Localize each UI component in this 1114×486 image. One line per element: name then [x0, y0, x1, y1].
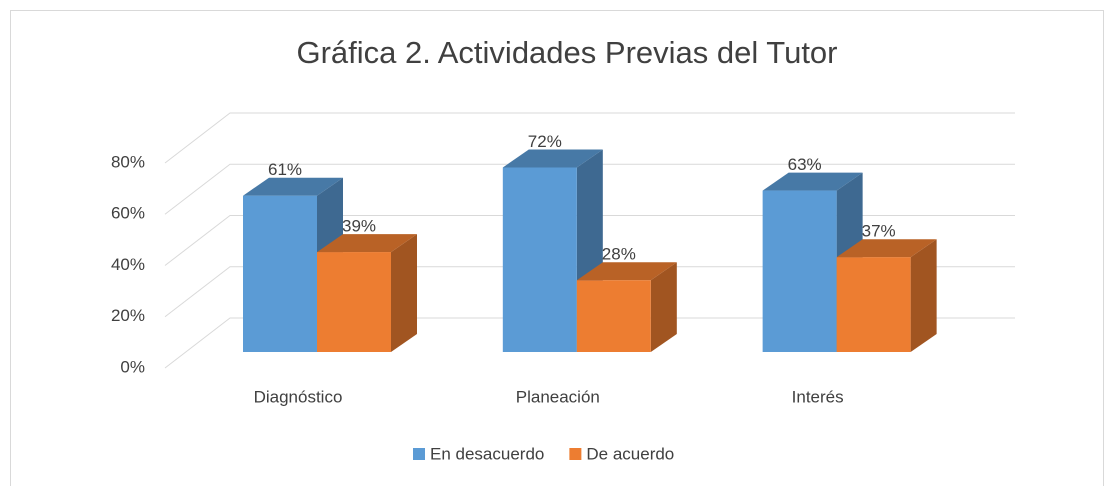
- y-tick-label: 60%: [111, 204, 145, 223]
- data-label: 39%: [342, 217, 376, 236]
- bar-top: [762, 172, 863, 191]
- bar: [576, 280, 651, 352]
- bar-top: [502, 149, 603, 168]
- bar-top: [317, 234, 417, 253]
- y-tick-label: 0%: [120, 357, 145, 376]
- data-label: 28%: [602, 245, 636, 264]
- x-tick-label: Planeación: [516, 387, 600, 406]
- data-label: 61%: [268, 160, 302, 179]
- x-tick-label: Diagnóstico: [254, 387, 343, 406]
- bar-top: [576, 262, 677, 281]
- chart-title: Gráfica 2. Actividades Previas del Tutor: [296, 35, 837, 70]
- data-label: 37%: [862, 222, 896, 241]
- grid-line: [164, 112, 1015, 164]
- grid-line: [164, 266, 1015, 318]
- bar: [243, 195, 317, 352]
- bar: [317, 252, 391, 352]
- bar: [836, 257, 911, 352]
- legend-swatch: [413, 448, 425, 460]
- bar-side: [910, 239, 937, 352]
- legend-label: De acuerdo: [586, 444, 674, 463]
- bar: [762, 190, 837, 352]
- bar-side: [391, 234, 417, 352]
- data-label: 63%: [788, 155, 822, 174]
- bar-top: [243, 177, 343, 196]
- y-tick-label: 20%: [111, 306, 145, 325]
- bar-top: [836, 239, 937, 258]
- y-tick-label: 80%: [111, 152, 145, 171]
- data-label: 72%: [528, 132, 562, 151]
- legend-label: En desacuerdo: [430, 444, 544, 463]
- grid-line: [164, 317, 1015, 369]
- bar: [502, 167, 577, 352]
- grid-line: [164, 215, 1015, 266]
- grid-line: [164, 163, 1015, 215]
- x-tick-label: Interés: [792, 387, 844, 406]
- legend-swatch: [569, 448, 582, 460]
- y-tick-label: 40%: [111, 255, 145, 274]
- bar-side: [650, 262, 677, 352]
